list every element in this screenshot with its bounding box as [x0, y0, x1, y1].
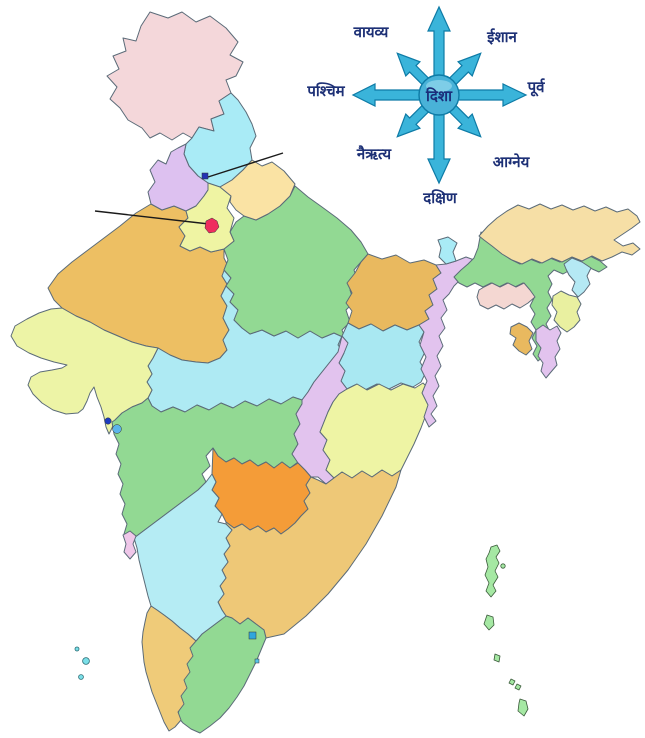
state-goa: [122, 530, 137, 560]
state-mizoram: [535, 324, 562, 379]
puducherry-marker: [248, 631, 257, 640]
leader-line-delhi: [94, 210, 210, 225]
compass-labels: वायव्य ईशान पश्चिम पूर्व नैऋत्य आग्नेय द…: [306, 23, 545, 207]
state-punjab: [147, 143, 209, 212]
markers: [104, 172, 260, 664]
compass-label-south: दक्षिण: [422, 189, 458, 207]
state-kerala: [141, 605, 197, 732]
island: [493, 653, 501, 663]
island: [508, 678, 516, 686]
delhi-marker: [204, 217, 220, 234]
state-gujarat: [10, 307, 159, 435]
compass-label-north-west: वायव्य: [353, 23, 390, 41]
state-tripura: [509, 322, 534, 356]
island: [82, 657, 90, 665]
state-haryana: [178, 182, 235, 253]
island: [500, 563, 506, 569]
compass-hub-label: दिशा: [425, 87, 453, 105]
compass-label-south-west: नैऋत्य: [356, 145, 392, 163]
state-jharkhand: [337, 322, 427, 391]
compass-rose: दिशा वायव्य ईशान पश्चिम पूर्व नैऋत्य आग्…: [306, 5, 545, 207]
state-uttarakhand: [219, 159, 296, 221]
island: [484, 544, 501, 598]
state-manipur: [551, 290, 582, 333]
compass-label-west: पश्चिम: [306, 82, 345, 100]
daman-marker: [104, 417, 112, 425]
compass-label-east: पूर्व: [527, 78, 546, 97]
states-group: [10, 11, 641, 734]
island: [483, 614, 495, 631]
compass-label-north-east: ईशान: [486, 28, 517, 46]
compass-hub-highlight: [426, 80, 452, 92]
compass-label-south-east: आग्नेय: [493, 153, 531, 171]
island: [74, 646, 80, 652]
island: [78, 674, 84, 680]
state-arunachal-pradesh: [478, 203, 641, 265]
state-odisha: [319, 382, 434, 479]
state-sikkim: [437, 236, 458, 265]
island: [514, 683, 522, 691]
state-bihar: [345, 253, 442, 332]
lakshadweep-islands: [74, 646, 90, 680]
chandigarh-marker: [201, 172, 209, 180]
andaman-nicobar-islands: [483, 544, 529, 717]
dadra-nagar-haveli-marker: [112, 424, 122, 434]
state-meghalaya: [476, 282, 536, 310]
karaikal-marker: [254, 658, 260, 664]
leader-line-chandigarh: [207, 152, 284, 178]
compass-arrows: [351, 5, 528, 185]
state-nagaland: [563, 257, 592, 298]
leader-lines: [94, 152, 284, 225]
island: [517, 698, 529, 717]
